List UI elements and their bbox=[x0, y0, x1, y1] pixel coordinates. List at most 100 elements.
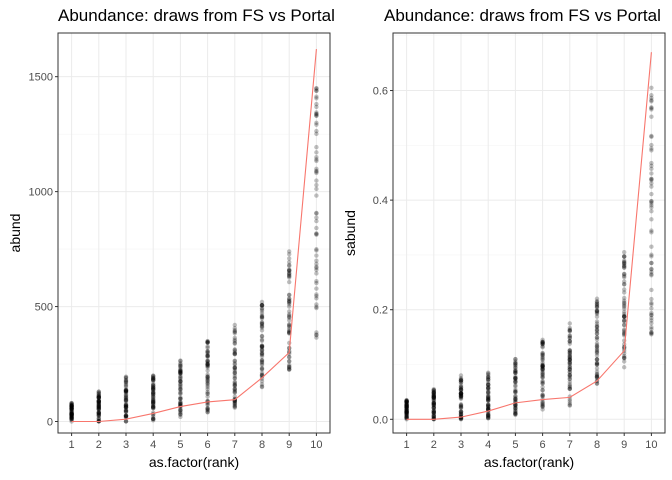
data-point bbox=[458, 404, 464, 410]
data-point bbox=[178, 414, 183, 420]
data-point bbox=[567, 356, 572, 362]
data-point bbox=[513, 375, 518, 381]
data-point bbox=[513, 403, 518, 408]
x-tick-label: 7 bbox=[232, 439, 238, 451]
data-point bbox=[649, 166, 654, 172]
data-point bbox=[594, 308, 600, 314]
data-point bbox=[314, 186, 319, 192]
data-point bbox=[96, 389, 102, 394]
data-point bbox=[649, 302, 654, 307]
data-point bbox=[123, 414, 129, 420]
y-tick-label: 0.2 bbox=[373, 305, 388, 317]
data-point bbox=[513, 379, 518, 385]
data-point bbox=[69, 406, 74, 412]
data-point bbox=[178, 368, 183, 373]
data-point bbox=[513, 406, 518, 411]
series-line bbox=[71, 49, 317, 423]
data-point bbox=[151, 398, 156, 404]
data-point bbox=[431, 404, 436, 410]
data-point bbox=[431, 400, 436, 406]
data-point bbox=[594, 362, 600, 367]
data-point bbox=[404, 402, 409, 408]
data-point bbox=[404, 410, 409, 416]
data-point bbox=[314, 210, 319, 216]
data-point bbox=[205, 378, 210, 383]
data-point bbox=[458, 377, 464, 383]
data-point bbox=[404, 413, 409, 419]
data-point bbox=[205, 394, 210, 399]
data-point bbox=[567, 338, 572, 344]
data-point bbox=[458, 394, 464, 399]
data-point bbox=[232, 401, 237, 407]
data-point bbox=[178, 412, 183, 417]
data-point bbox=[259, 372, 265, 378]
data-point bbox=[123, 388, 129, 394]
data-point bbox=[178, 396, 183, 401]
data-point bbox=[567, 369, 572, 375]
data-point bbox=[232, 387, 237, 392]
data-point bbox=[178, 379, 183, 384]
data-point bbox=[178, 379, 183, 384]
data-point bbox=[622, 282, 627, 287]
x-tick-label: 6 bbox=[205, 439, 211, 451]
data-point bbox=[649, 160, 654, 166]
data-point bbox=[404, 408, 409, 414]
data-point bbox=[314, 144, 319, 150]
data-point bbox=[594, 374, 600, 379]
data-point bbox=[287, 292, 292, 298]
data-point bbox=[649, 114, 654, 119]
y-tick-label: 1500 bbox=[29, 72, 53, 84]
data-point bbox=[622, 290, 627, 295]
data-point bbox=[431, 388, 436, 394]
data-point bbox=[123, 387, 129, 392]
data-point bbox=[404, 415, 409, 420]
data-point bbox=[151, 385, 156, 390]
data-point bbox=[123, 383, 129, 388]
data-point bbox=[567, 351, 572, 356]
data-point bbox=[458, 391, 464, 396]
data-point bbox=[232, 390, 237, 395]
data-point bbox=[431, 412, 436, 417]
data-point bbox=[314, 170, 319, 176]
data-point bbox=[96, 402, 102, 407]
data-point bbox=[540, 381, 545, 386]
data-point bbox=[540, 373, 545, 379]
data-point bbox=[314, 278, 319, 284]
data-point bbox=[594, 327, 600, 333]
data-point bbox=[232, 327, 237, 333]
data-point bbox=[431, 395, 436, 401]
data-point bbox=[96, 395, 102, 401]
data-point bbox=[287, 275, 292, 280]
data-point bbox=[567, 386, 572, 392]
data-point bbox=[622, 279, 627, 284]
data-point bbox=[486, 382, 491, 387]
data-point bbox=[431, 408, 436, 413]
y-tick-label: 0.4 bbox=[373, 195, 388, 207]
data-point bbox=[232, 331, 237, 336]
data-point bbox=[96, 389, 102, 394]
data-point bbox=[123, 413, 129, 419]
data-point bbox=[69, 403, 74, 408]
data-point bbox=[486, 404, 491, 410]
data-point bbox=[594, 321, 600, 326]
data-point bbox=[431, 400, 436, 406]
data-point bbox=[259, 324, 265, 329]
data-point bbox=[649, 312, 654, 317]
data-point bbox=[314, 154, 319, 160]
data-point bbox=[486, 414, 491, 419]
data-point bbox=[123, 398, 129, 403]
data-point bbox=[540, 340, 545, 345]
data-point bbox=[649, 315, 654, 321]
data-point bbox=[287, 354, 292, 360]
data-point bbox=[622, 273, 627, 279]
data-point bbox=[486, 370, 491, 375]
data-point bbox=[287, 262, 292, 268]
data-point bbox=[259, 308, 265, 313]
data-point bbox=[649, 171, 654, 176]
x-tick-label: 2 bbox=[431, 439, 437, 451]
data-point bbox=[513, 376, 518, 382]
data-point bbox=[567, 357, 572, 363]
data-point bbox=[567, 357, 572, 363]
data-point bbox=[314, 182, 319, 188]
data-point bbox=[540, 399, 545, 404]
